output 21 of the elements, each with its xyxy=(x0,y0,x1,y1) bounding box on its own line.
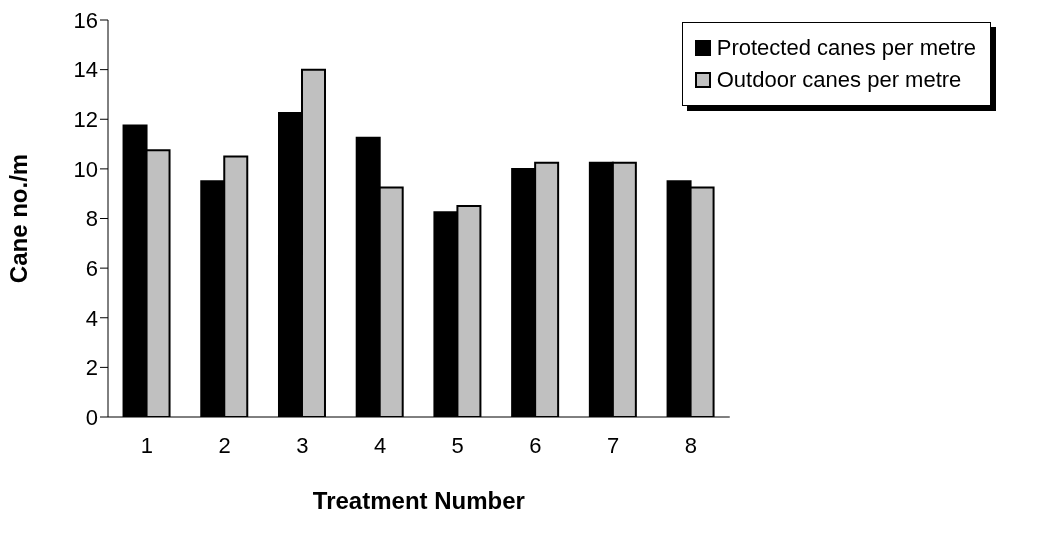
y-tick-label: 14 xyxy=(73,57,98,83)
y-tick-label: 2 xyxy=(85,355,98,381)
x-tick-label: 6 xyxy=(529,432,542,458)
y-tick-label: 12 xyxy=(73,107,98,133)
x-tick-label: 2 xyxy=(218,432,231,458)
y-tick-label: 0 xyxy=(85,404,98,430)
x-tick-label: 8 xyxy=(684,432,698,458)
legend-label: Protected canes per metre xyxy=(716,35,976,61)
x-tick-label: 3 xyxy=(296,432,309,458)
y-tick-label: 4 xyxy=(85,305,98,331)
x-tick-label: 5 xyxy=(451,432,464,458)
x-axis-title: Treatment Number xyxy=(312,487,525,514)
y-axis-title: Cane no./m xyxy=(4,153,32,284)
y-tick-label: 6 xyxy=(85,255,98,281)
y-tick-label: 16 xyxy=(73,7,98,33)
x-tick-label: 4 xyxy=(373,432,387,458)
x-tick-label: 7 xyxy=(607,432,620,458)
legend-label: Outdoor canes per metre xyxy=(716,67,962,93)
y-tick-label: 8 xyxy=(85,206,98,232)
x-tick-label: 1 xyxy=(140,432,153,458)
y-tick-label: 10 xyxy=(73,156,98,182)
